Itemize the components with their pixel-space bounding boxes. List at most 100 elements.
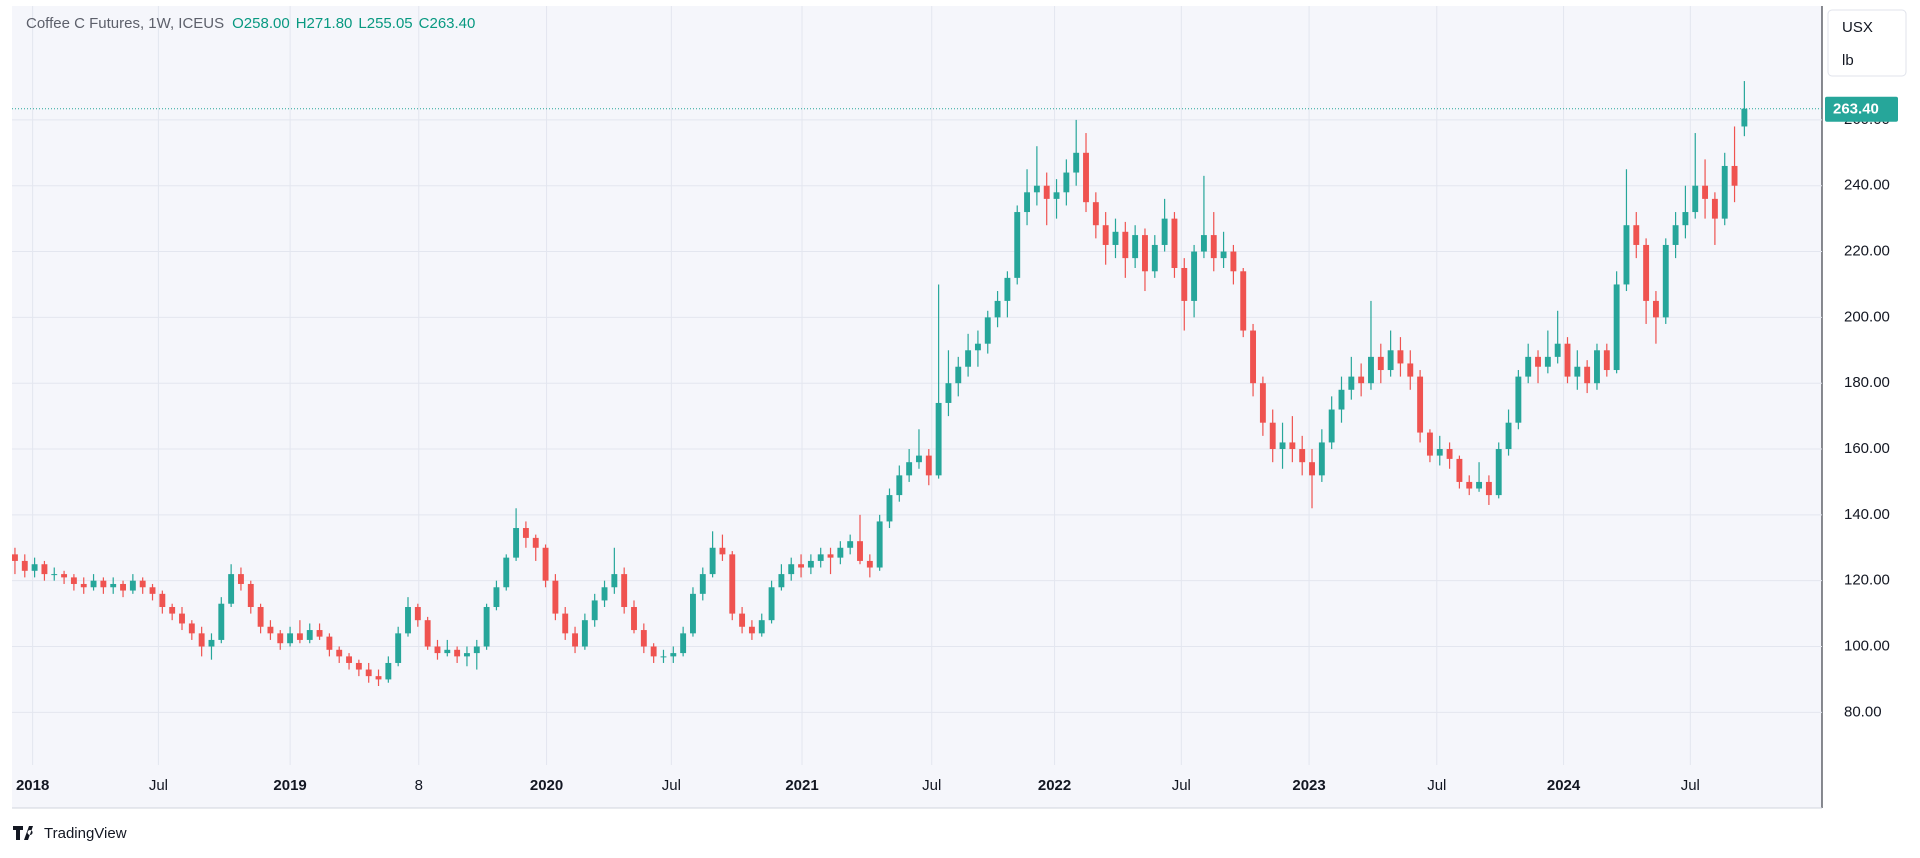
candle-body [12, 554, 18, 561]
symbol: Coffee C Futures, 1W, ICEUS [26, 15, 225, 32]
candle-body [90, 580, 97, 588]
candle-body [1299, 449, 1306, 463]
candle-body [1240, 271, 1247, 331]
unit-box[interactable] [1827, 9, 1907, 77]
candle-body [1702, 185, 1709, 199]
candle-body [1446, 449, 1453, 459]
candle-body [1633, 225, 1640, 245]
x-tick-label: Jul [149, 777, 168, 794]
candle-body [758, 620, 765, 634]
candle-body [994, 300, 1001, 318]
candle-body [444, 649, 451, 654]
candle-body [1643, 244, 1650, 301]
candle-body [1466, 481, 1473, 489]
y-tick-label: 220.00 [1844, 243, 1890, 260]
candle-body [1200, 235, 1207, 252]
candle-body [149, 587, 156, 594]
y-tick-label: 140.00 [1844, 506, 1890, 523]
candle-body [572, 633, 578, 647]
candle-body [375, 676, 382, 680]
candle-body [1210, 235, 1217, 259]
x-tick-label: 2019 [273, 777, 306, 794]
y-tick-label: 80.00 [1844, 703, 1882, 720]
y-tick-label: 160.00 [1844, 440, 1890, 457]
candle-body [778, 574, 785, 588]
candle-body [857, 541, 863, 561]
candle-body [847, 541, 854, 548]
candle-body [866, 560, 873, 568]
candle-body [886, 495, 893, 522]
candle-body [1594, 350, 1600, 384]
candle-body [1181, 267, 1188, 301]
candle-body [1417, 376, 1424, 433]
candle-body [1053, 192, 1060, 199]
candle-body [1122, 231, 1129, 259]
candle-body [503, 557, 510, 588]
candle-body [1741, 108, 1748, 127]
y-tick-label: 180.00 [1844, 374, 1890, 391]
x-tick-label: 2023 [1292, 777, 1325, 794]
candle-body [1083, 152, 1089, 203]
candle-body [601, 587, 608, 601]
candle-body [355, 662, 362, 670]
grid [12, 6, 1822, 765]
legend: Coffee C Futures, 1W, ICEUS O258.00 H271.8… [26, 15, 481, 32]
candle-body [965, 350, 972, 367]
candle-body [1377, 356, 1384, 371]
candle-body [807, 560, 814, 568]
candle-body [660, 656, 667, 658]
x-tick-label: 2018 [16, 777, 49, 794]
candle-body [719, 547, 726, 555]
low: L255.05 [358, 15, 413, 32]
candle-body [542, 547, 549, 581]
candle-body [925, 455, 932, 476]
candle-body [1309, 462, 1315, 476]
open: O258.00 [232, 15, 290, 32]
candle-body [120, 583, 126, 591]
candle-body [1485, 481, 1492, 496]
candle-body [1407, 363, 1414, 377]
candle-body [1495, 449, 1502, 496]
candle-body [1525, 356, 1532, 377]
candle-body [1505, 422, 1512, 450]
candle-body [139, 580, 146, 588]
last-price-label: 263.40 [1833, 101, 1879, 118]
candle-body [1692, 185, 1699, 213]
tradingview-logo [13, 826, 33, 840]
y-tick-label: 120.00 [1844, 572, 1890, 589]
candle-body [1112, 231, 1119, 245]
candle-body [945, 383, 952, 403]
x-tick-label: 8 [415, 777, 423, 794]
candle-body [748, 626, 755, 634]
candle-body [837, 547, 844, 558]
candle-body [238, 574, 244, 584]
candle-body [650, 646, 657, 657]
candle-body [1033, 185, 1040, 193]
candle-body [336, 649, 343, 657]
candle-body [1043, 185, 1050, 199]
candle-body [208, 639, 215, 647]
candle-body [984, 317, 991, 344]
candle-body [228, 574, 235, 604]
candle-body [1731, 165, 1738, 186]
x-tick-label: Jul [662, 777, 681, 794]
candle-body [21, 560, 28, 571]
candle-body [581, 620, 588, 647]
candle-body [1603, 350, 1610, 371]
candle-body [188, 623, 195, 634]
candle-body [51, 574, 58, 576]
candle-body [1613, 284, 1620, 371]
candle-body [385, 662, 392, 680]
candle-body [827, 554, 834, 558]
candle-body [611, 574, 618, 588]
candle-body [1073, 152, 1080, 173]
candle-body [1024, 192, 1031, 213]
candle-body [61, 574, 68, 578]
high: H271.80 [295, 15, 353, 32]
candle-body [1289, 442, 1296, 450]
candle-body [159, 593, 166, 608]
candle-body [591, 600, 598, 621]
candle-body [699, 574, 706, 594]
candle-body [1544, 356, 1551, 367]
candle-body [1151, 244, 1158, 272]
